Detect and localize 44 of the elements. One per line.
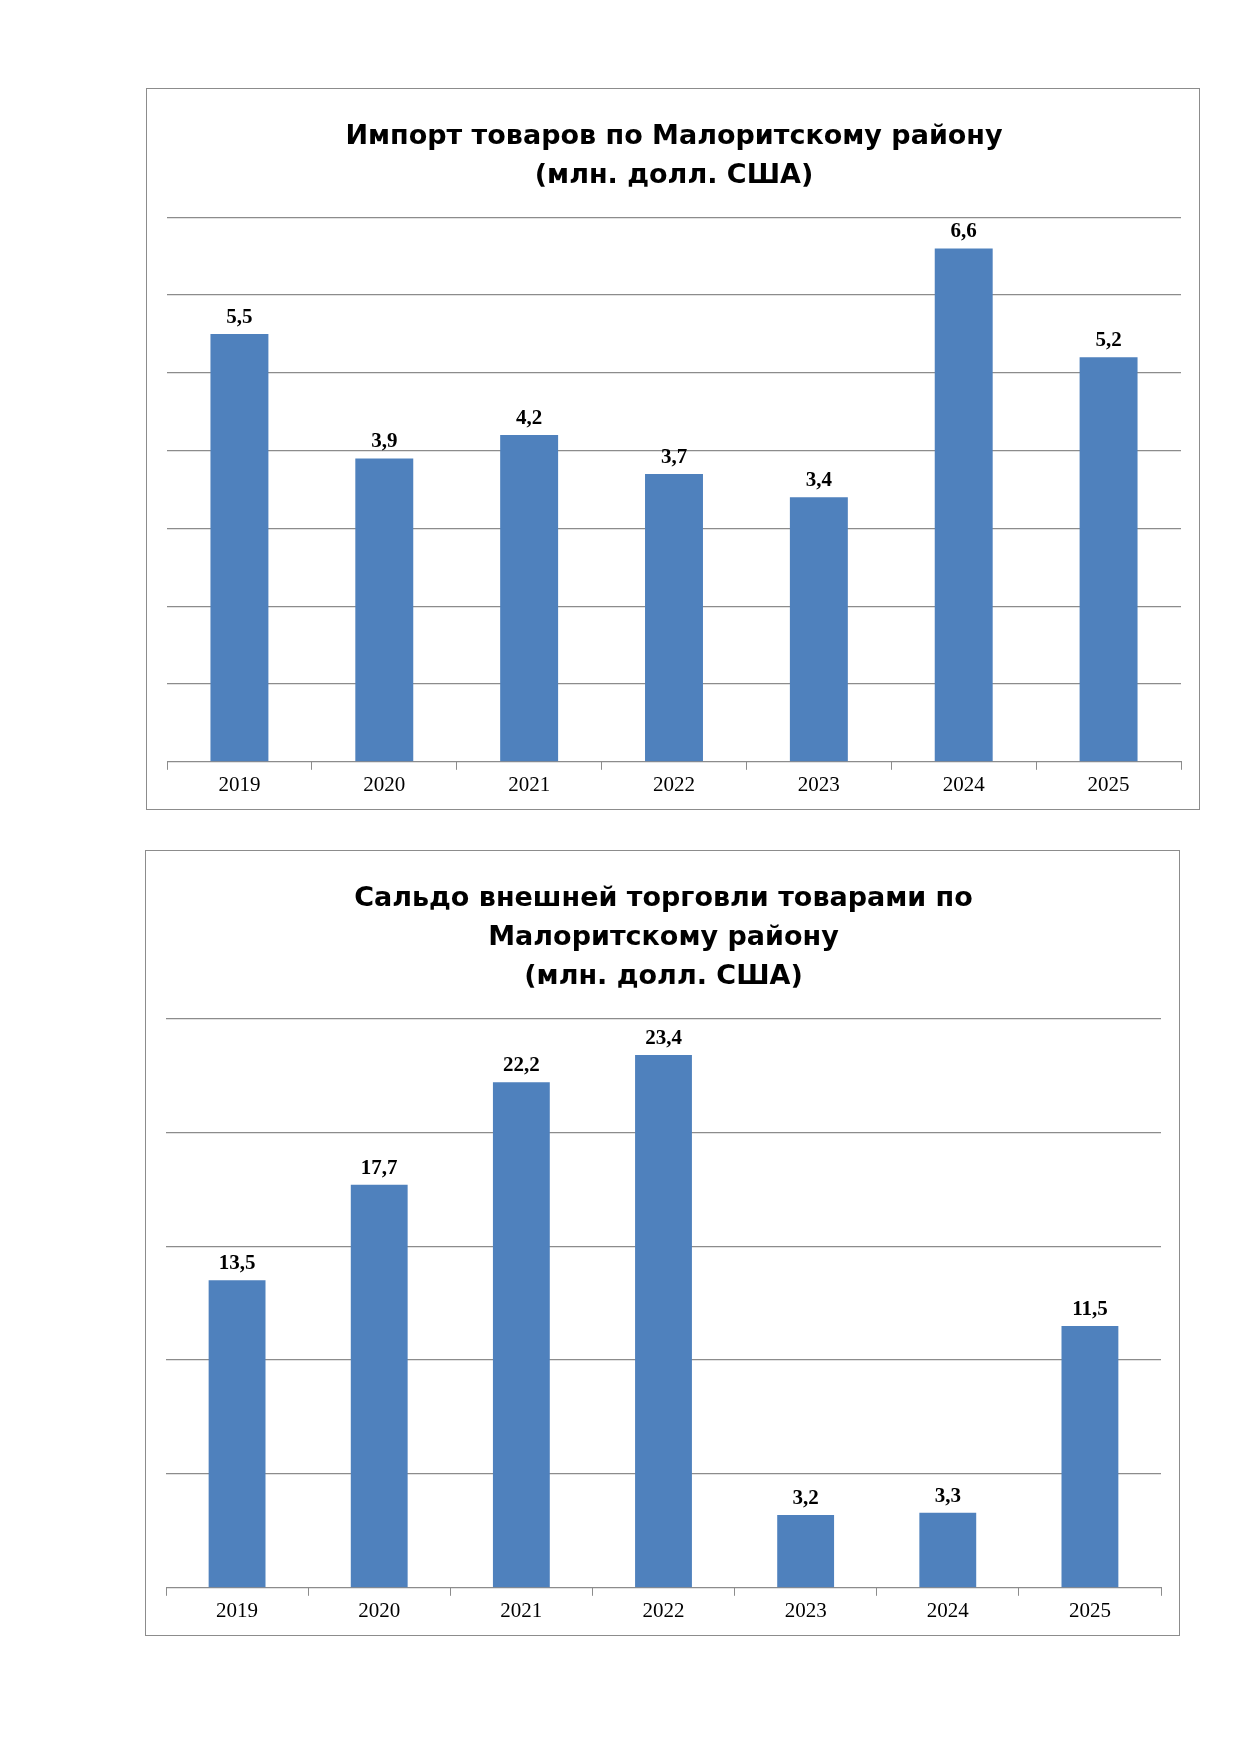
data-label: 3,3: [934, 1482, 961, 1507]
x-tick-label: 2024: [926, 1597, 970, 1622]
bar: [934, 248, 993, 762]
x-tick-label: 2021: [508, 771, 551, 796]
data-label: 3,9: [371, 428, 398, 453]
x-tick-label: 2025: [1087, 771, 1130, 796]
bar: [492, 1082, 550, 1588]
x-tick-label: 2025: [1068, 1597, 1111, 1622]
data-label: 5,2: [1095, 327, 1122, 352]
x-tick-label: 2023: [797, 771, 840, 796]
x-tick-label: 2020: [358, 1597, 401, 1622]
bar: [645, 473, 703, 762]
bar: [208, 1280, 266, 1588]
data-label: 22,2: [502, 1052, 540, 1077]
chart-title: Импорт товаров по Малоритскому району (млн. долл. США): [345, 118, 1004, 189]
bar: [777, 1514, 835, 1588]
x-tick-label: 2022: [653, 771, 695, 796]
data-label: 6,6: [950, 218, 977, 243]
x-tick-label: 2021: [500, 1597, 543, 1622]
x-tick-label: 2024: [942, 771, 986, 796]
data-label: 13,5: [218, 1250, 256, 1275]
bar: [789, 497, 848, 762]
x-tick-label: 2023: [784, 1597, 827, 1622]
bar: [355, 458, 414, 762]
bar: [1079, 357, 1138, 762]
x-tick-label: 2022: [642, 1597, 685, 1622]
x-tick-label: 2019: [216, 1597, 259, 1622]
bar: [635, 1054, 692, 1588]
data-label: 23,4: [645, 1024, 683, 1049]
bar: [210, 333, 269, 762]
x-tick-label: 2020: [363, 771, 406, 796]
bar: [919, 1512, 977, 1588]
x-tick-label: 2019: [218, 771, 261, 796]
data-label: 5,5: [226, 303, 253, 328]
data-label: 3,7: [660, 443, 688, 468]
data-label: 4,2: [516, 405, 543, 430]
bar: [350, 1184, 408, 1588]
data-label: 3,4: [805, 467, 833, 492]
data-label: 3,2: [792, 1484, 819, 1509]
bar: [1061, 1325, 1119, 1588]
chart-title: Сальдо внешней торговли товарами по Малоритскому району (млн. долл. США): [354, 880, 973, 990]
data-label: 17,7: [360, 1154, 398, 1179]
data-label: 11,5: [1072, 1295, 1108, 1320]
bar: [500, 435, 559, 762]
